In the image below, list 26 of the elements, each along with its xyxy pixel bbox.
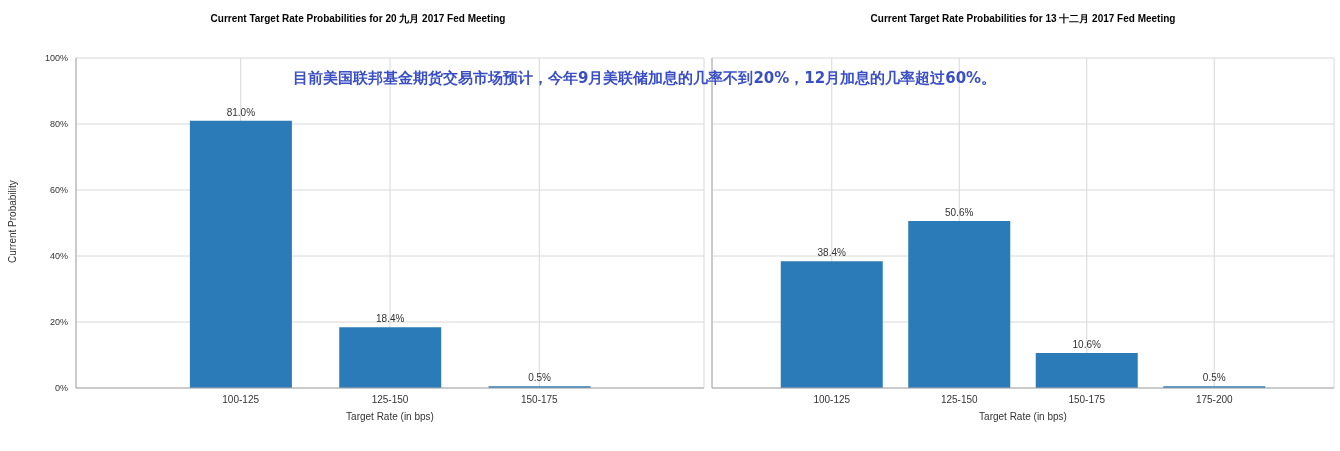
data-label: 50.6%: [945, 207, 974, 219]
data-label: 18.4%: [376, 313, 405, 325]
data-label: 38.4%: [817, 247, 847, 259]
y-tick-label: 60%: [49, 185, 68, 196]
x-tick-label: 125-150: [371, 394, 409, 406]
x-tick-label: 175-200: [1195, 394, 1234, 406]
y-tick-label: 80%: [49, 119, 68, 130]
y-tick-label: 20%: [49, 317, 68, 328]
x-tick-label: 100-125: [813, 394, 851, 406]
data-label: 81.0%: [226, 106, 256, 118]
y-tick-label: 0%: [54, 383, 68, 394]
annotation: 目前美国联邦基金期货交易市场预计，今年9月美联储加息的几率不到20%，12月加息的几率超过60%。: [293, 68, 998, 89]
x-axis-title: Target Rate (in bps): [979, 411, 1067, 422]
chart-title: Current Target Rate Probabilities for 13 十二月 2017 Fed Meeting: [869, 12, 1177, 26]
x-tick-label: 150-175: [520, 394, 559, 406]
data-label: 0.5%: [1202, 372, 1226, 384]
y-axis-title: Current Probability: [6, 180, 18, 263]
x-tick-label: 150-175: [1068, 394, 1106, 406]
x-tick-label: 100-125: [222, 394, 260, 406]
chart-title: Current Target Rate Probabilities for 20 九月 2017 Fed Meeting: [209, 12, 507, 26]
data-label: 10.6%: [1072, 339, 1102, 351]
y-tick-label: 40%: [49, 251, 68, 262]
x-axis-title: Target Rate (in bps): [346, 411, 434, 422]
x-tick-label: 125-150: [940, 394, 979, 406]
data-label: 0.5%: [528, 372, 552, 384]
y-tick-label: 100%: [44, 53, 68, 64]
